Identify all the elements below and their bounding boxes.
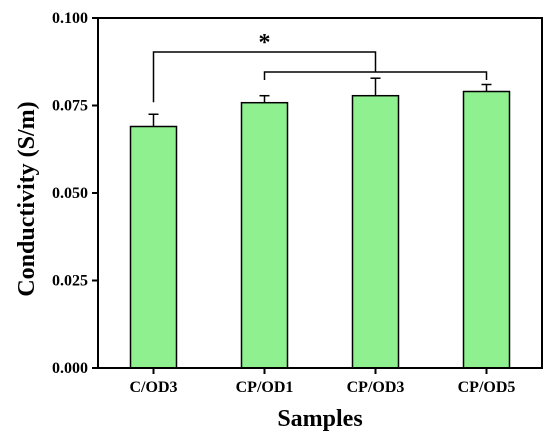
significance-bracket-upper: [152, 51, 377, 103]
y-axis-title: Conductivity (S/m): [14, 101, 40, 296]
x-axis-ticks: C/OD3 CP/OD1 CP/OD3 CP/OD5: [130, 368, 516, 396]
x-tick-label: CP/OD3: [347, 379, 405, 396]
bar: [129, 125, 178, 369]
x-tick-label: C/OD3: [130, 379, 178, 396]
bar: [240, 101, 289, 369]
x-axis-title: Samples: [277, 406, 362, 432]
y-tick-label: 0.050: [52, 185, 88, 202]
bar: [462, 90, 511, 369]
y-tick-label: 0.075: [52, 98, 88, 115]
bar: [351, 94, 400, 369]
significance-annotation: *: [152, 30, 488, 103]
error-bars-layer: [148, 77, 492, 127]
y-tick-label: 0.100: [52, 10, 88, 27]
significance-bracket-lower: [263, 71, 488, 80]
x-tick-label: CP/OD5: [458, 379, 516, 396]
bars-layer: [129, 90, 511, 369]
significance-star: *: [259, 30, 271, 56]
y-tick-label: 0.000: [52, 360, 88, 377]
x-tick-label: CP/OD1: [236, 379, 294, 396]
y-tick-label: 0.025: [52, 273, 88, 290]
y-axis-ticks: 0.000 0.025 0.050 0.075 0.100: [52, 10, 98, 377]
